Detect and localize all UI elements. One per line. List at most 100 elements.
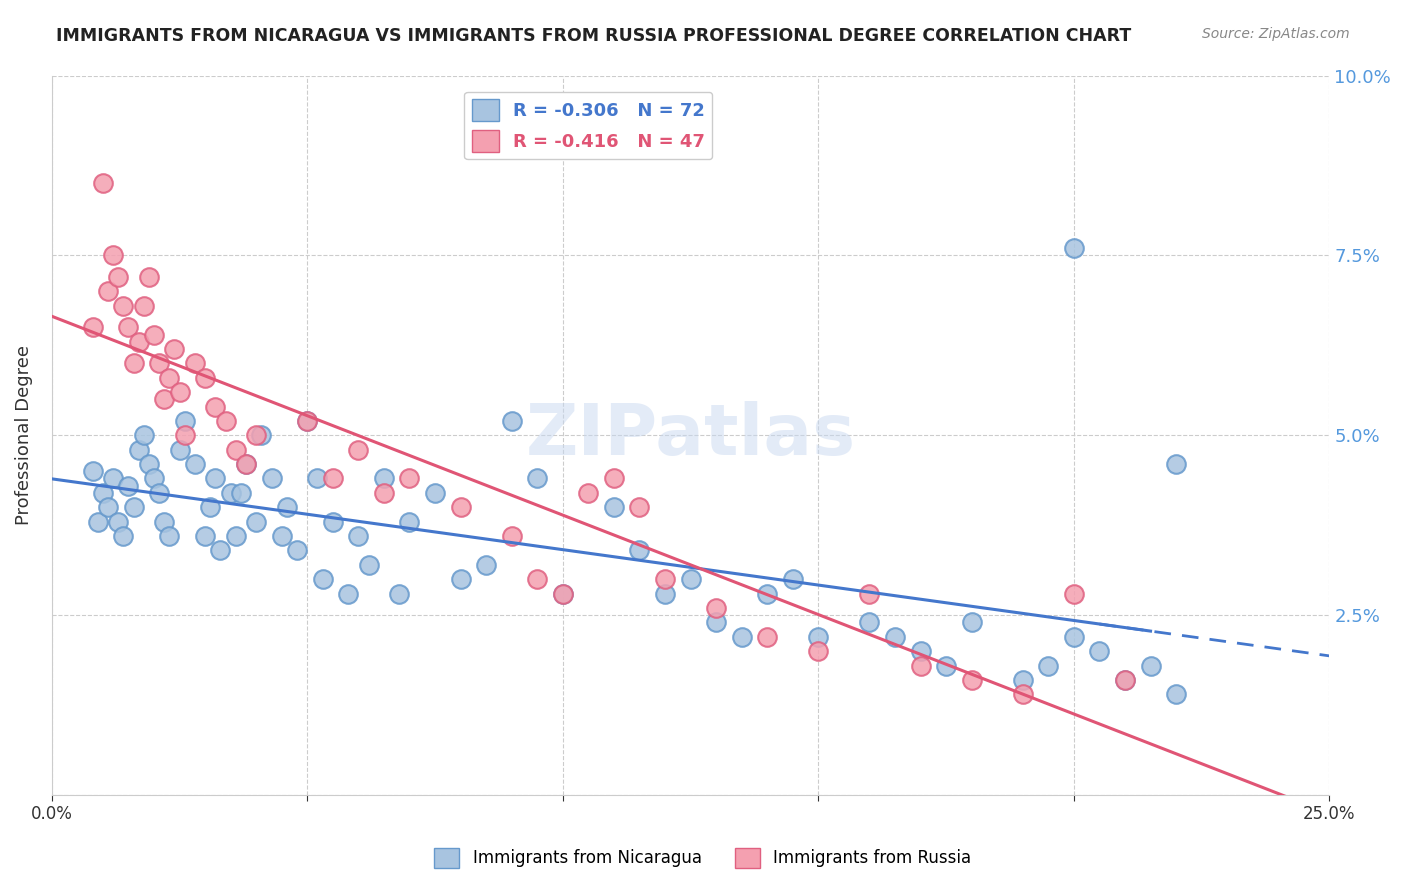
Point bbox=[82, 464, 104, 478]
Point bbox=[169, 385, 191, 400]
Point bbox=[423, 486, 446, 500]
Point bbox=[107, 270, 129, 285]
Point bbox=[654, 572, 676, 586]
Point bbox=[1011, 687, 1033, 701]
Legend: Immigrants from Nicaragua, Immigrants from Russia: Immigrants from Nicaragua, Immigrants fr… bbox=[427, 841, 979, 875]
Point bbox=[153, 392, 176, 407]
Point bbox=[112, 299, 135, 313]
Point bbox=[704, 601, 727, 615]
Point bbox=[311, 572, 333, 586]
Point bbox=[184, 457, 207, 471]
Point bbox=[117, 478, 139, 492]
Point bbox=[603, 471, 626, 485]
Point bbox=[91, 486, 114, 500]
Point bbox=[1038, 658, 1060, 673]
Point bbox=[157, 370, 180, 384]
Point bbox=[756, 630, 779, 644]
Point bbox=[214, 414, 236, 428]
Point bbox=[148, 486, 170, 500]
Point bbox=[654, 586, 676, 600]
Text: IMMIGRANTS FROM NICARAGUA VS IMMIGRANTS FROM RUSSIA PROFESSIONAL DEGREE CORRELAT: IMMIGRANTS FROM NICARAGUA VS IMMIGRANTS … bbox=[56, 27, 1132, 45]
Point bbox=[731, 630, 754, 644]
Point bbox=[270, 529, 292, 543]
Point bbox=[112, 529, 135, 543]
Point bbox=[756, 586, 779, 600]
Point bbox=[250, 428, 273, 442]
Point bbox=[173, 428, 195, 442]
Point bbox=[398, 471, 420, 485]
Point bbox=[97, 285, 120, 299]
Point bbox=[501, 414, 523, 428]
Point bbox=[209, 543, 232, 558]
Point bbox=[347, 442, 370, 457]
Point bbox=[173, 414, 195, 428]
Point bbox=[101, 248, 124, 262]
Point bbox=[276, 500, 298, 515]
Text: ZIPatlas: ZIPatlas bbox=[526, 401, 856, 470]
Point bbox=[204, 400, 226, 414]
Point bbox=[132, 428, 155, 442]
Point bbox=[138, 270, 160, 285]
Point bbox=[1114, 673, 1136, 687]
Point bbox=[87, 515, 110, 529]
Point bbox=[858, 586, 880, 600]
Point bbox=[322, 515, 344, 529]
Point bbox=[603, 500, 626, 515]
Point bbox=[122, 356, 145, 370]
Point bbox=[101, 471, 124, 485]
Point bbox=[82, 320, 104, 334]
Point bbox=[91, 177, 114, 191]
Point bbox=[297, 414, 319, 428]
Point bbox=[450, 500, 472, 515]
Point bbox=[679, 572, 702, 586]
Point bbox=[450, 572, 472, 586]
Point bbox=[143, 471, 166, 485]
Point bbox=[229, 486, 252, 500]
Point bbox=[398, 515, 420, 529]
Point bbox=[910, 658, 932, 673]
Point bbox=[628, 543, 651, 558]
Point bbox=[138, 457, 160, 471]
Point bbox=[1063, 586, 1085, 600]
Point bbox=[260, 471, 283, 485]
Point bbox=[285, 543, 308, 558]
Point bbox=[194, 370, 217, 384]
Point bbox=[782, 572, 804, 586]
Point bbox=[122, 500, 145, 515]
Point bbox=[347, 529, 370, 543]
Point bbox=[960, 673, 983, 687]
Point bbox=[1011, 673, 1033, 687]
Point bbox=[153, 515, 176, 529]
Point bbox=[501, 529, 523, 543]
Point bbox=[704, 615, 727, 630]
Point bbox=[388, 586, 411, 600]
Point bbox=[1164, 457, 1187, 471]
Point bbox=[373, 486, 395, 500]
Point bbox=[1114, 673, 1136, 687]
Point bbox=[225, 442, 247, 457]
Point bbox=[194, 529, 217, 543]
Point bbox=[107, 515, 129, 529]
Point bbox=[219, 486, 242, 500]
Text: Source: ZipAtlas.com: Source: ZipAtlas.com bbox=[1202, 27, 1350, 41]
Point bbox=[858, 615, 880, 630]
Point bbox=[245, 428, 267, 442]
Point bbox=[807, 644, 830, 658]
Point bbox=[1164, 687, 1187, 701]
Point bbox=[1139, 658, 1161, 673]
Point bbox=[551, 586, 574, 600]
Point bbox=[143, 327, 166, 342]
Point bbox=[235, 457, 257, 471]
Point bbox=[337, 586, 360, 600]
Point bbox=[910, 644, 932, 658]
Point bbox=[225, 529, 247, 543]
Point bbox=[628, 500, 651, 515]
Point bbox=[526, 471, 548, 485]
Point bbox=[960, 615, 983, 630]
Point bbox=[576, 486, 599, 500]
Point bbox=[235, 457, 257, 471]
Point bbox=[1088, 644, 1111, 658]
Legend: R = -0.306   N = 72, R = -0.416   N = 47: R = -0.306 N = 72, R = -0.416 N = 47 bbox=[464, 92, 713, 160]
Point bbox=[551, 586, 574, 600]
Point bbox=[128, 334, 150, 349]
